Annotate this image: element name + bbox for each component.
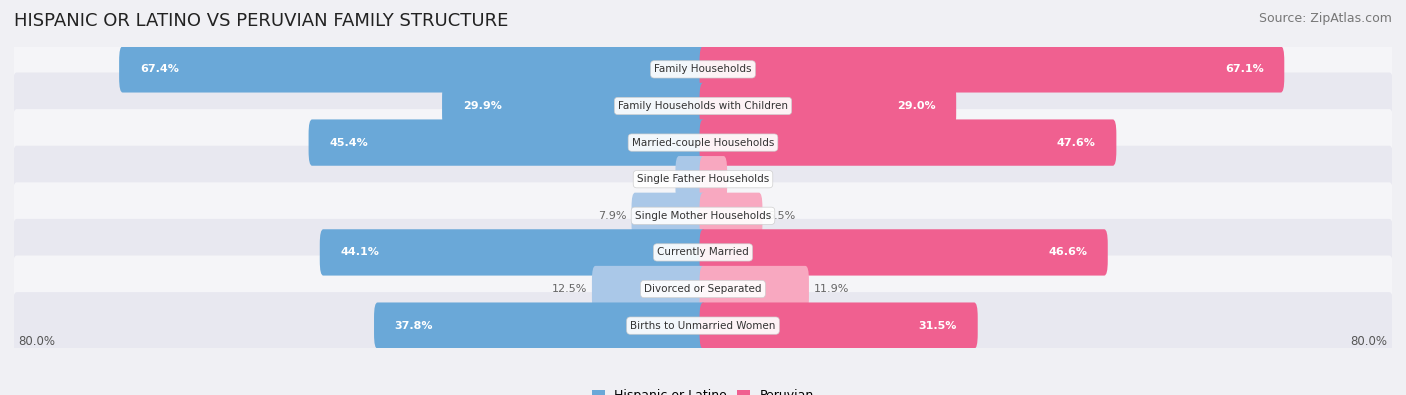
Text: Single Father Households: Single Father Households [637,174,769,184]
Text: 2.8%: 2.8% [641,174,671,184]
Text: HISPANIC OR LATINO VS PERUVIAN FAMILY STRUCTURE: HISPANIC OR LATINO VS PERUVIAN FAMILY ST… [14,12,509,30]
FancyBboxPatch shape [308,119,706,166]
Text: 80.0%: 80.0% [1351,335,1388,348]
Text: Source: ZipAtlas.com: Source: ZipAtlas.com [1258,12,1392,25]
FancyBboxPatch shape [10,281,1396,370]
Text: Currently Married: Currently Married [657,247,749,258]
FancyBboxPatch shape [592,266,706,312]
Text: 67.1%: 67.1% [1225,64,1264,74]
Text: Family Households with Children: Family Households with Children [619,101,787,111]
Text: 45.4%: 45.4% [329,137,368,148]
Text: 2.4%: 2.4% [733,174,761,184]
Text: 80.0%: 80.0% [18,335,55,348]
FancyBboxPatch shape [10,171,1396,260]
FancyBboxPatch shape [10,25,1396,114]
FancyBboxPatch shape [700,119,1116,166]
FancyBboxPatch shape [700,156,727,202]
FancyBboxPatch shape [700,266,808,312]
FancyBboxPatch shape [10,98,1396,187]
Text: 67.4%: 67.4% [139,64,179,74]
FancyBboxPatch shape [10,135,1396,224]
FancyBboxPatch shape [13,219,1393,286]
Text: 47.6%: 47.6% [1057,137,1095,148]
FancyBboxPatch shape [631,193,706,239]
FancyBboxPatch shape [13,36,1393,103]
Text: Family Households: Family Households [654,64,752,74]
FancyBboxPatch shape [319,229,706,276]
FancyBboxPatch shape [120,46,706,92]
FancyBboxPatch shape [13,292,1393,359]
Text: 31.5%: 31.5% [918,321,957,331]
FancyBboxPatch shape [13,109,1393,176]
FancyBboxPatch shape [441,83,706,129]
Text: Married-couple Households: Married-couple Households [631,137,775,148]
Text: 46.6%: 46.6% [1047,247,1087,258]
FancyBboxPatch shape [700,46,1284,92]
FancyBboxPatch shape [700,193,762,239]
Text: 7.9%: 7.9% [598,211,626,221]
FancyBboxPatch shape [13,182,1393,249]
FancyBboxPatch shape [13,146,1393,213]
FancyBboxPatch shape [10,62,1396,150]
FancyBboxPatch shape [10,208,1396,297]
Text: 44.1%: 44.1% [340,247,380,258]
Text: Single Mother Households: Single Mother Households [636,211,770,221]
Text: 37.8%: 37.8% [395,321,433,331]
Text: Births to Unmarried Women: Births to Unmarried Women [630,321,776,331]
Text: 29.9%: 29.9% [463,101,502,111]
FancyBboxPatch shape [700,83,956,129]
FancyBboxPatch shape [700,303,977,349]
FancyBboxPatch shape [10,245,1396,333]
FancyBboxPatch shape [700,229,1108,276]
Text: 12.5%: 12.5% [551,284,586,294]
Text: 11.9%: 11.9% [814,284,849,294]
Legend: Hispanic or Latino, Peruvian: Hispanic or Latino, Peruvian [586,384,820,395]
Text: 6.5%: 6.5% [768,211,796,221]
FancyBboxPatch shape [13,256,1393,323]
Text: 29.0%: 29.0% [897,101,935,111]
FancyBboxPatch shape [13,72,1393,139]
FancyBboxPatch shape [675,156,706,202]
FancyBboxPatch shape [374,303,706,349]
Text: Divorced or Separated: Divorced or Separated [644,284,762,294]
